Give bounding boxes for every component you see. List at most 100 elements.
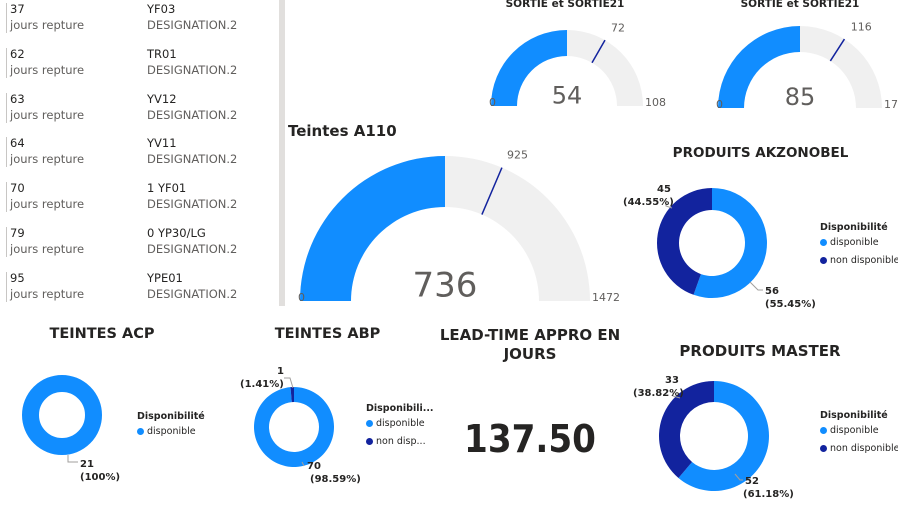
svg-text:21: 21 <box>80 459 94 470</box>
legend-item[interactable]: disponible <box>137 426 205 437</box>
legend-dot <box>820 427 827 434</box>
row-divider <box>6 227 7 257</box>
svg-text:(100%): (100%) <box>80 472 120 483</box>
gauge-3: 925 736 0 1472 <box>298 148 620 305</box>
legend-item[interactable]: non disponible <box>820 255 898 266</box>
legend-dot <box>820 239 827 246</box>
svg-text:1: 1 <box>277 366 284 377</box>
abp-donut: 70 (98.59%) 1 (1.41%) <box>240 366 361 485</box>
gauge-3-title: Teintes A110 <box>288 122 397 140</box>
svg-text:33: 33 <box>665 375 679 386</box>
legend-label: disponible <box>376 418 425 429</box>
product-code: YF03 <box>147 2 176 16</box>
master-legend: Disponibilité disponible non disponible <box>820 410 898 454</box>
list-item[interactable]: 70 jours repture 1 YF01 DESIGNATION.2 <box>0 179 275 223</box>
gauge-target-label: 72 <box>611 21 625 34</box>
gauge-max-label: 170 <box>884 98 898 111</box>
legend-item[interactable]: disponible <box>366 418 434 429</box>
data-label: 21 (100%) <box>67 455 120 483</box>
product-designation: DESIGNATION.2 <box>147 18 238 32</box>
legend-title: Disponibili... <box>366 403 434 414</box>
list-item[interactable]: 64 jours repture YV11 DESIGNATION.2 <box>0 134 275 178</box>
legend-dot <box>366 438 373 445</box>
donut-slice[interactable] <box>254 387 334 467</box>
days-value: 64 <box>10 136 25 151</box>
gauge-value: 54 <box>552 82 583 110</box>
gauge-target-label: 925 <box>507 148 528 161</box>
legend-dot <box>820 445 827 452</box>
legend-label: disponible <box>830 425 879 436</box>
legend-label: disponible <box>147 426 196 437</box>
legend-dot <box>366 420 373 427</box>
days-label: jours repture <box>10 286 85 301</box>
product-designation: DESIGNATION.2 <box>147 152 238 167</box>
row-divider <box>6 271 7 302</box>
gauge-target-line <box>591 39 606 64</box>
gauge-1-title: SORTIE et SORTIE21 <box>505 0 625 10</box>
gauge-min-label: 0 <box>298 291 305 304</box>
gauge-1: 72 54 0 108 <box>489 21 666 110</box>
kpi-value: 137.50 <box>464 417 596 461</box>
legend-title: Disponibilité <box>137 411 205 422</box>
legend-item[interactable]: non disponible <box>820 443 898 454</box>
master-donut: 52 (61.18%) 33 (38.82%) <box>633 375 794 500</box>
legend-dot <box>820 257 827 264</box>
list-item[interactable]: 95 jours repture YPE01 DESIGNATION.2 <box>0 269 275 313</box>
days-label: jours repture <box>10 18 85 32</box>
svg-text:(98.59%): (98.59%) <box>310 474 361 485</box>
abp-legend: Disponibili... disponible non disp... <box>366 403 434 447</box>
svg-text:45: 45 <box>657 184 671 195</box>
days-value: 63 <box>10 91 25 106</box>
days-value: 95 <box>10 270 25 285</box>
legend-item[interactable]: disponible <box>820 425 898 436</box>
row-divider <box>6 3 7 33</box>
donut-slice[interactable] <box>657 188 712 295</box>
product-code: YV11 <box>147 136 177 151</box>
donut-slice[interactable] <box>290 387 294 403</box>
product-code: 0 YP30/LG <box>147 226 206 240</box>
product-designation: DESIGNATION.2 <box>147 286 238 301</box>
product-code: YPE01 <box>147 270 183 285</box>
donut-slice[interactable] <box>693 188 767 298</box>
gauge-fill <box>718 26 800 108</box>
row-divider <box>6 137 7 168</box>
days-value: 62 <box>10 46 25 61</box>
svg-text:(61.18%): (61.18%) <box>743 489 794 500</box>
list-item[interactable]: 62 jours repture TR01 DESIGNATION.2 <box>0 45 275 89</box>
product-designation: DESIGNATION.2 <box>147 107 238 122</box>
donut-slice[interactable] <box>678 381 769 491</box>
data-label: 70 (98.59%) <box>301 461 361 485</box>
legend-title: Disponibilité <box>820 410 888 421</box>
svg-text:70: 70 <box>307 461 321 472</box>
gauge-max-label: 108 <box>645 96 666 109</box>
gauge-2-title: SORTIE et SORTIE21 <box>740 0 860 10</box>
donut-slice[interactable] <box>22 375 102 455</box>
gauge-min-label: 0 <box>489 96 496 109</box>
data-label: 52 (61.18%) <box>734 473 794 500</box>
legend-item[interactable]: non disp... <box>366 436 434 447</box>
list-item[interactable]: 37 jours repture YF03 DESIGNATION.2 <box>0 0 275 44</box>
days-label: jours repture <box>10 197 85 212</box>
product-code: TR01 <box>147 46 177 61</box>
svg-text:(55.45%): (55.45%) <box>765 299 816 310</box>
product-code: YV12 <box>147 91 177 106</box>
days-label: jours repture <box>10 152 85 167</box>
legend-label: disponible <box>830 237 879 248</box>
akzonobel-title: PRODUITS AKZONOBEL <box>672 145 849 161</box>
svg-text:(44.55%): (44.55%) <box>623 197 674 208</box>
gauge-fill <box>300 156 445 301</box>
data-label: 1 (1.41%) <box>240 366 294 390</box>
scrollbar[interactable] <box>279 0 285 306</box>
gauge-target-line <box>481 167 503 215</box>
legend-item[interactable]: disponible <box>820 237 898 248</box>
list-item[interactable]: 63 jours repture YV12 DESIGNATION.2 <box>0 90 275 134</box>
gauge-min-label: 0 <box>716 98 723 111</box>
abp-title: TEINTES ABP <box>274 326 381 342</box>
days-label: jours repture <box>10 107 85 122</box>
gauge-fill <box>491 30 567 106</box>
gauge-value: 736 <box>413 265 478 305</box>
product-designation: DESIGNATION.2 <box>147 242 238 256</box>
donut-slice[interactable] <box>659 381 714 478</box>
list-item[interactable]: 79 jours repture 0 YP30/LG DESIGNATION.2 <box>0 224 275 268</box>
gauge-target-line <box>829 38 846 62</box>
